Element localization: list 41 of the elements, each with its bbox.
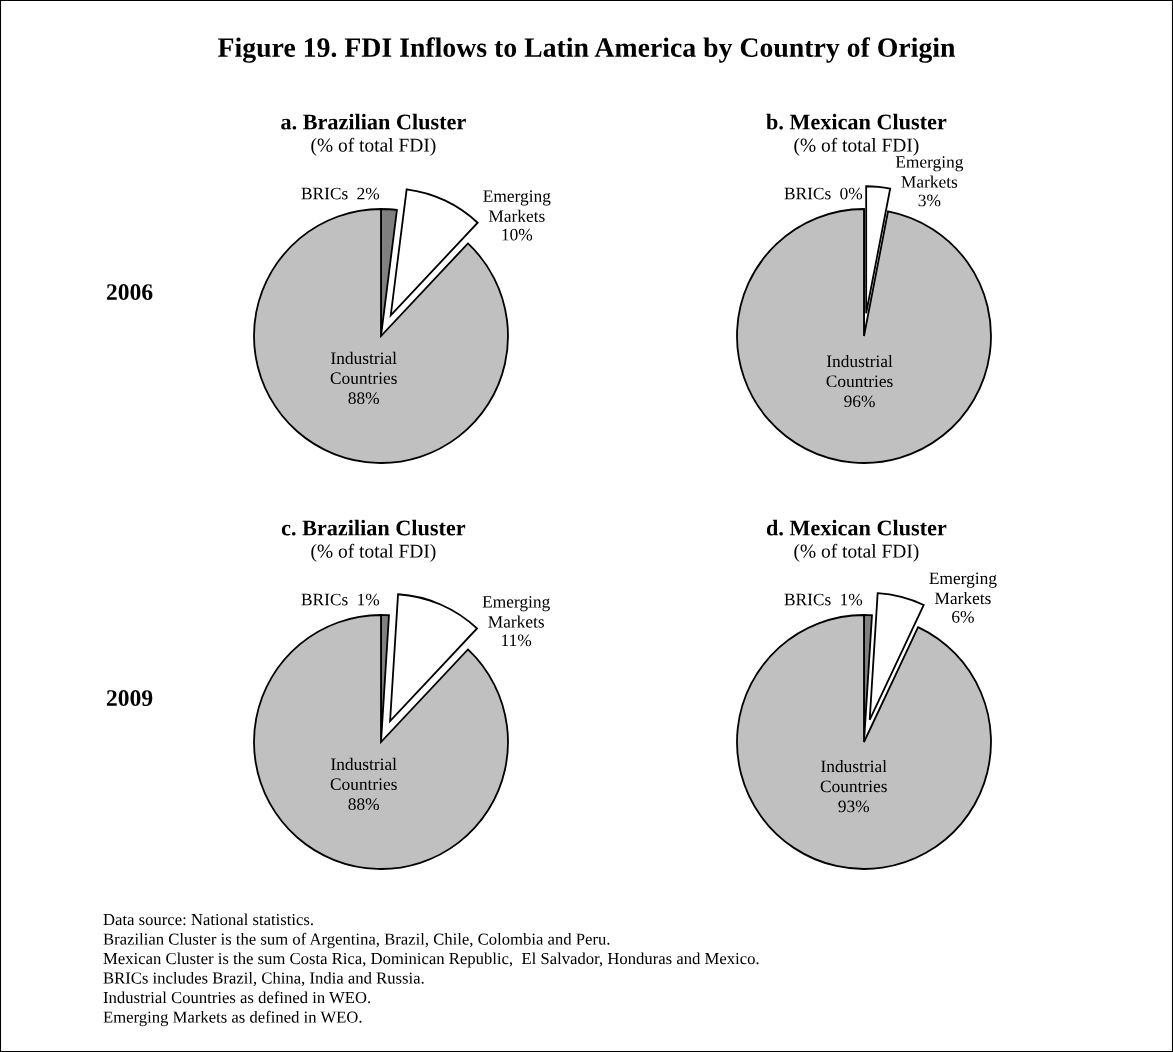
data-label: 1% [358, 593, 380, 606]
source-note: Data source: National statistics. [103, 913, 313, 926]
slice-label: BRICs [784, 593, 831, 606]
data-label: 88% [348, 798, 380, 811]
chart-subtitle: (% of total FDI) [311, 543, 436, 562]
data-label: 1% [841, 593, 863, 606]
text: Emerging Markets as defined in WEO. [103, 1010, 362, 1027]
text: 2006 [106, 284, 153, 300]
slice-label: BRICs [301, 187, 348, 200]
chart-title: c. Brazilian Cluster [281, 519, 466, 536]
data-label: 10% [502, 228, 533, 241]
chart-title: a. Brazilian Cluster [281, 113, 466, 130]
text: 0% [840, 187, 863, 200]
category-label: BRICs [784, 187, 831, 200]
slice-label: Emerging Markets [929, 572, 997, 605]
data-label: 3% [918, 194, 941, 207]
data-label: 96% [844, 395, 875, 408]
data-label: 93% [838, 800, 870, 813]
slice-label: Emerging Markets [482, 596, 550, 628]
chart-title: d. Mexican Cluster [766, 519, 947, 536]
data-label: 6% [952, 611, 974, 623]
chart-subtitle: (% of total FDI) [794, 543, 919, 562]
data-label: 11% [502, 634, 532, 647]
slice-label: Industrial Countries [330, 351, 397, 385]
data-label: 88% [348, 392, 380, 405]
data-label: 2% [357, 187, 380, 200]
slice-label: Industrial Countries [330, 757, 397, 791]
text: BRICs includes Brazil, China, India and Russia. [103, 971, 424, 987]
text: Figure 19. FDI Inflows to Latin America by Country of Origin [218, 37, 956, 63]
slice-label: BRICs [301, 593, 348, 606]
slice-label: Emerging Markets [895, 156, 964, 188]
text: Mexican Cluster is the sum Costa Rica, Dominican Republic, El Salvador, Honduras and Mexico. [103, 952, 759, 968]
text: Brazilian Cluster is the sum of Argentina, Brazil, Chile, Colombia and Peru. [103, 932, 610, 949]
text: 2009 [106, 690, 153, 706]
text: Industrial Countries as defined in WEO. [103, 991, 371, 1004]
slice-label: Emerging Markets [483, 190, 551, 222]
chart-title: b. Mexican Cluster [766, 113, 947, 130]
slice-label: Industrial Countries [820, 760, 887, 793]
chart-subtitle: (% of total FDI) [311, 137, 436, 156]
slice-label: Industrial Countries [826, 354, 893, 388]
chart-subtitle: (% of total FDI) [794, 137, 919, 156]
